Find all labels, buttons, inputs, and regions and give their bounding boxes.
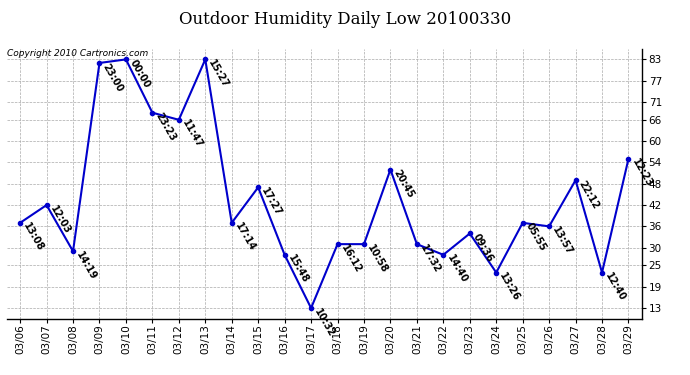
- Text: 22:12: 22:12: [577, 179, 601, 211]
- Text: 15:48: 15:48: [286, 254, 310, 285]
- Text: 00:00: 00:00: [128, 58, 152, 90]
- Text: 17:32: 17:32: [418, 243, 442, 274]
- Text: 09:36: 09:36: [471, 232, 495, 264]
- Text: 23:23: 23:23: [154, 111, 178, 143]
- Text: 05:55: 05:55: [524, 222, 549, 253]
- Text: 20:45: 20:45: [392, 168, 416, 200]
- Text: 12:23: 12:23: [630, 158, 654, 189]
- Text: 10:32: 10:32: [313, 307, 337, 339]
- Text: 17:27: 17:27: [259, 186, 284, 218]
- Text: Copyright 2010 Cartronics.com: Copyright 2010 Cartronics.com: [7, 49, 148, 58]
- Text: 13:26: 13:26: [497, 271, 522, 303]
- Text: 14:19: 14:19: [75, 250, 99, 282]
- Text: 16:12: 16:12: [339, 243, 363, 274]
- Text: 23:00: 23:00: [101, 62, 125, 93]
- Text: 11:47: 11:47: [180, 118, 204, 150]
- Text: 12:40: 12:40: [604, 271, 628, 303]
- Text: 10:58: 10:58: [366, 243, 390, 275]
- Text: 17:14: 17:14: [233, 222, 257, 253]
- Text: 13:57: 13:57: [551, 225, 575, 257]
- Text: Outdoor Humidity Daily Low 20100330: Outdoor Humidity Daily Low 20100330: [179, 11, 511, 28]
- Text: 15:27: 15:27: [207, 58, 231, 90]
- Text: 14:40: 14:40: [445, 254, 469, 285]
- Text: 12:03: 12:03: [48, 204, 72, 236]
- Text: 13:08: 13:08: [21, 222, 46, 254]
